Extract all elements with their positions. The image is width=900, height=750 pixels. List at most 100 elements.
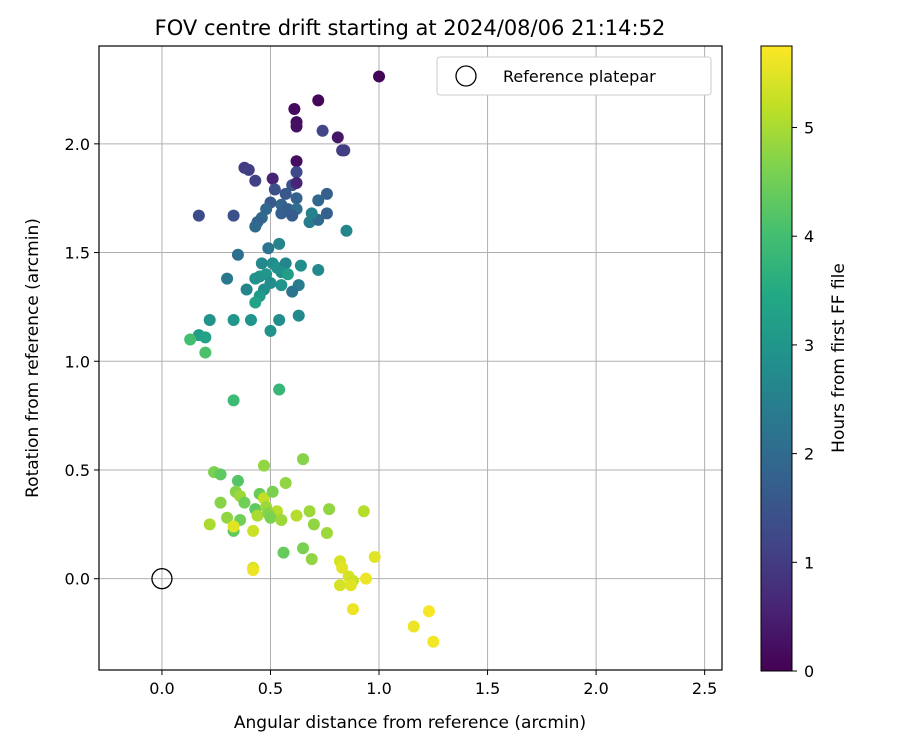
data-point — [290, 155, 303, 168]
data-point — [268, 183, 281, 196]
data-point — [336, 561, 349, 574]
x-tick-label: 1.0 — [366, 679, 391, 698]
data-point — [368, 550, 381, 563]
data-point — [307, 518, 320, 531]
data-point — [290, 509, 303, 522]
data-point — [346, 603, 359, 616]
data-point — [279, 477, 292, 490]
data-point — [214, 468, 227, 481]
data-point — [290, 192, 303, 205]
data-point — [373, 70, 386, 83]
colorbar-tick-label: 5 — [804, 119, 814, 138]
colorbar-gradient — [761, 46, 792, 671]
y-axis-label: Rotation from reference (arcmin) — [23, 218, 43, 498]
data-point — [247, 524, 260, 537]
data-point — [251, 509, 264, 522]
data-point — [312, 263, 325, 276]
data-point — [247, 563, 260, 576]
grid — [99, 46, 722, 670]
legend-label-reference: Reference platepar — [503, 67, 656, 86]
data-point — [266, 485, 279, 498]
data-point — [203, 518, 216, 531]
colorbar-ticks: 0 1 2 3 4 5 — [792, 119, 814, 681]
y-tick-label: 2.0 — [65, 135, 90, 154]
x-tick-label: 0.0 — [149, 679, 174, 698]
x-tick-label: 0.5 — [258, 679, 283, 698]
data-point — [221, 511, 234, 524]
colorbar: 0 1 2 3 4 5 Hours from first FF file — [760, 45, 849, 681]
x-tick-label: 2.0 — [583, 679, 608, 698]
data-point — [340, 224, 353, 237]
data-point — [297, 542, 310, 555]
data-point — [407, 620, 420, 633]
colorbar-label: Hours from first FF file — [829, 263, 849, 453]
x-tick-label: 2.5 — [692, 679, 717, 698]
x-axis-label: Angular distance from reference (arcmin) — [234, 713, 586, 733]
data-point — [227, 209, 240, 222]
data-point — [184, 333, 197, 346]
y-tick-label: 0.5 — [65, 461, 90, 480]
data-point — [286, 285, 299, 298]
plot-frame — [98, 45, 723, 671]
data-point — [344, 579, 357, 592]
legend-marker-reference — [455, 65, 477, 87]
data-point — [427, 635, 440, 648]
data-point — [255, 257, 268, 270]
data-point — [316, 124, 329, 137]
colorbar-tick-label: 4 — [804, 227, 814, 246]
data-point — [305, 207, 318, 220]
colorbar-tick-label: 0 — [804, 662, 814, 681]
data-point — [290, 176, 303, 189]
data-point — [275, 207, 288, 220]
data-point — [312, 194, 325, 207]
reference-layer — [151, 568, 173, 590]
x-ticks: 0.0 0.5 1.0 1.5 2.0 2.5 — [149, 670, 717, 698]
data-point — [249, 296, 262, 309]
data-point — [275, 513, 288, 526]
x-tick-label: 1.5 — [475, 679, 500, 698]
data-point — [273, 237, 286, 250]
colorbar-frame — [760, 45, 793, 672]
data-point — [273, 313, 286, 326]
y-tick-label: 1.5 — [65, 244, 90, 263]
data-point — [303, 505, 316, 518]
chart-title: FOV centre drift starting at 2024/08/06 … — [155, 16, 666, 40]
reference-platepar-marker — [151, 568, 173, 590]
data-point — [199, 346, 212, 359]
colorbar-tick-label: 3 — [804, 336, 814, 355]
data-point — [199, 331, 212, 344]
y-tick-label: 0.0 — [65, 570, 90, 589]
data-point — [294, 259, 307, 272]
data-point — [221, 272, 234, 285]
data-point — [290, 120, 303, 133]
data-point — [320, 187, 333, 200]
data-point — [277, 546, 290, 559]
data-point — [227, 313, 240, 326]
data-point — [333, 579, 346, 592]
colorbar-tick-label: 1 — [804, 553, 814, 572]
data-point — [360, 572, 372, 585]
legend-box — [436, 56, 712, 96]
data-point — [275, 279, 288, 292]
data-point — [422, 605, 435, 618]
data-point — [240, 283, 253, 296]
colorbar-tick-label: 2 — [804, 445, 814, 464]
data-point — [244, 313, 257, 326]
points — [184, 70, 440, 648]
legend: Reference platepar — [436, 56, 712, 96]
data-point — [227, 394, 240, 407]
data-point — [281, 268, 294, 281]
data-point — [286, 209, 299, 222]
data-point — [203, 313, 216, 326]
data-point — [242, 163, 255, 176]
data-point — [323, 503, 336, 516]
data-point — [290, 166, 303, 179]
data-point — [305, 553, 318, 566]
data-point — [320, 207, 333, 220]
data-point — [264, 324, 277, 337]
data-point — [264, 511, 277, 524]
data-point — [331, 131, 344, 144]
data-point — [231, 248, 244, 261]
data-point — [312, 94, 325, 107]
